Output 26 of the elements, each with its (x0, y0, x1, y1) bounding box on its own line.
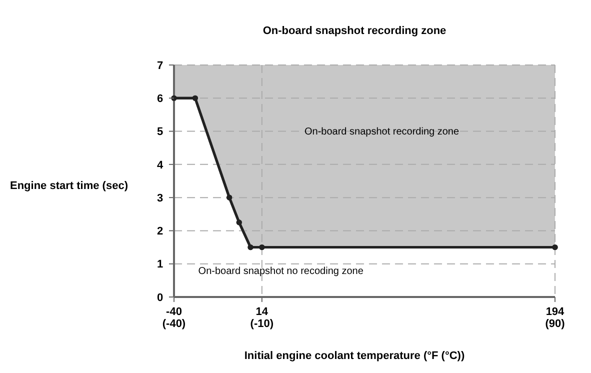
y-tick-label: 3 (156, 192, 164, 204)
point (552, 244, 558, 250)
x-axis-title: Initial engine coolant temperature (°F (°C)) (244, 350, 465, 362)
point (248, 244, 254, 250)
y-tick-label: 7 (156, 60, 164, 72)
y-tick-label: 1 (156, 258, 164, 271)
point (171, 95, 177, 101)
y-tick-label: 5 (156, 126, 164, 138)
y-tick-label: 4 (156, 159, 164, 172)
point (259, 244, 265, 250)
y-tick-label: 2 (156, 226, 164, 238)
y-tick-label: 6 (156, 92, 164, 105)
annotation: On-board snapshot recording zone (304, 126, 460, 138)
chart-title: On-board snapshot recording zone (262, 25, 446, 37)
x2-tick-label: (90) (545, 318, 566, 330)
point (192, 95, 198, 101)
point (236, 220, 242, 226)
y-tick-label: 0 (156, 292, 164, 304)
x2-tick-label: (-10) (250, 318, 274, 330)
point (226, 194, 232, 200)
x2-tick-label: (-40) (162, 318, 186, 330)
annotation: On-board snapshot no recoding zone (198, 266, 364, 277)
x-tick-label: 14 (256, 306, 269, 318)
x-tick-label: 194 (546, 306, 566, 318)
y-axis-title: Engine start time (sec) (10, 180, 128, 192)
x-tick-label: -40 (166, 306, 182, 318)
